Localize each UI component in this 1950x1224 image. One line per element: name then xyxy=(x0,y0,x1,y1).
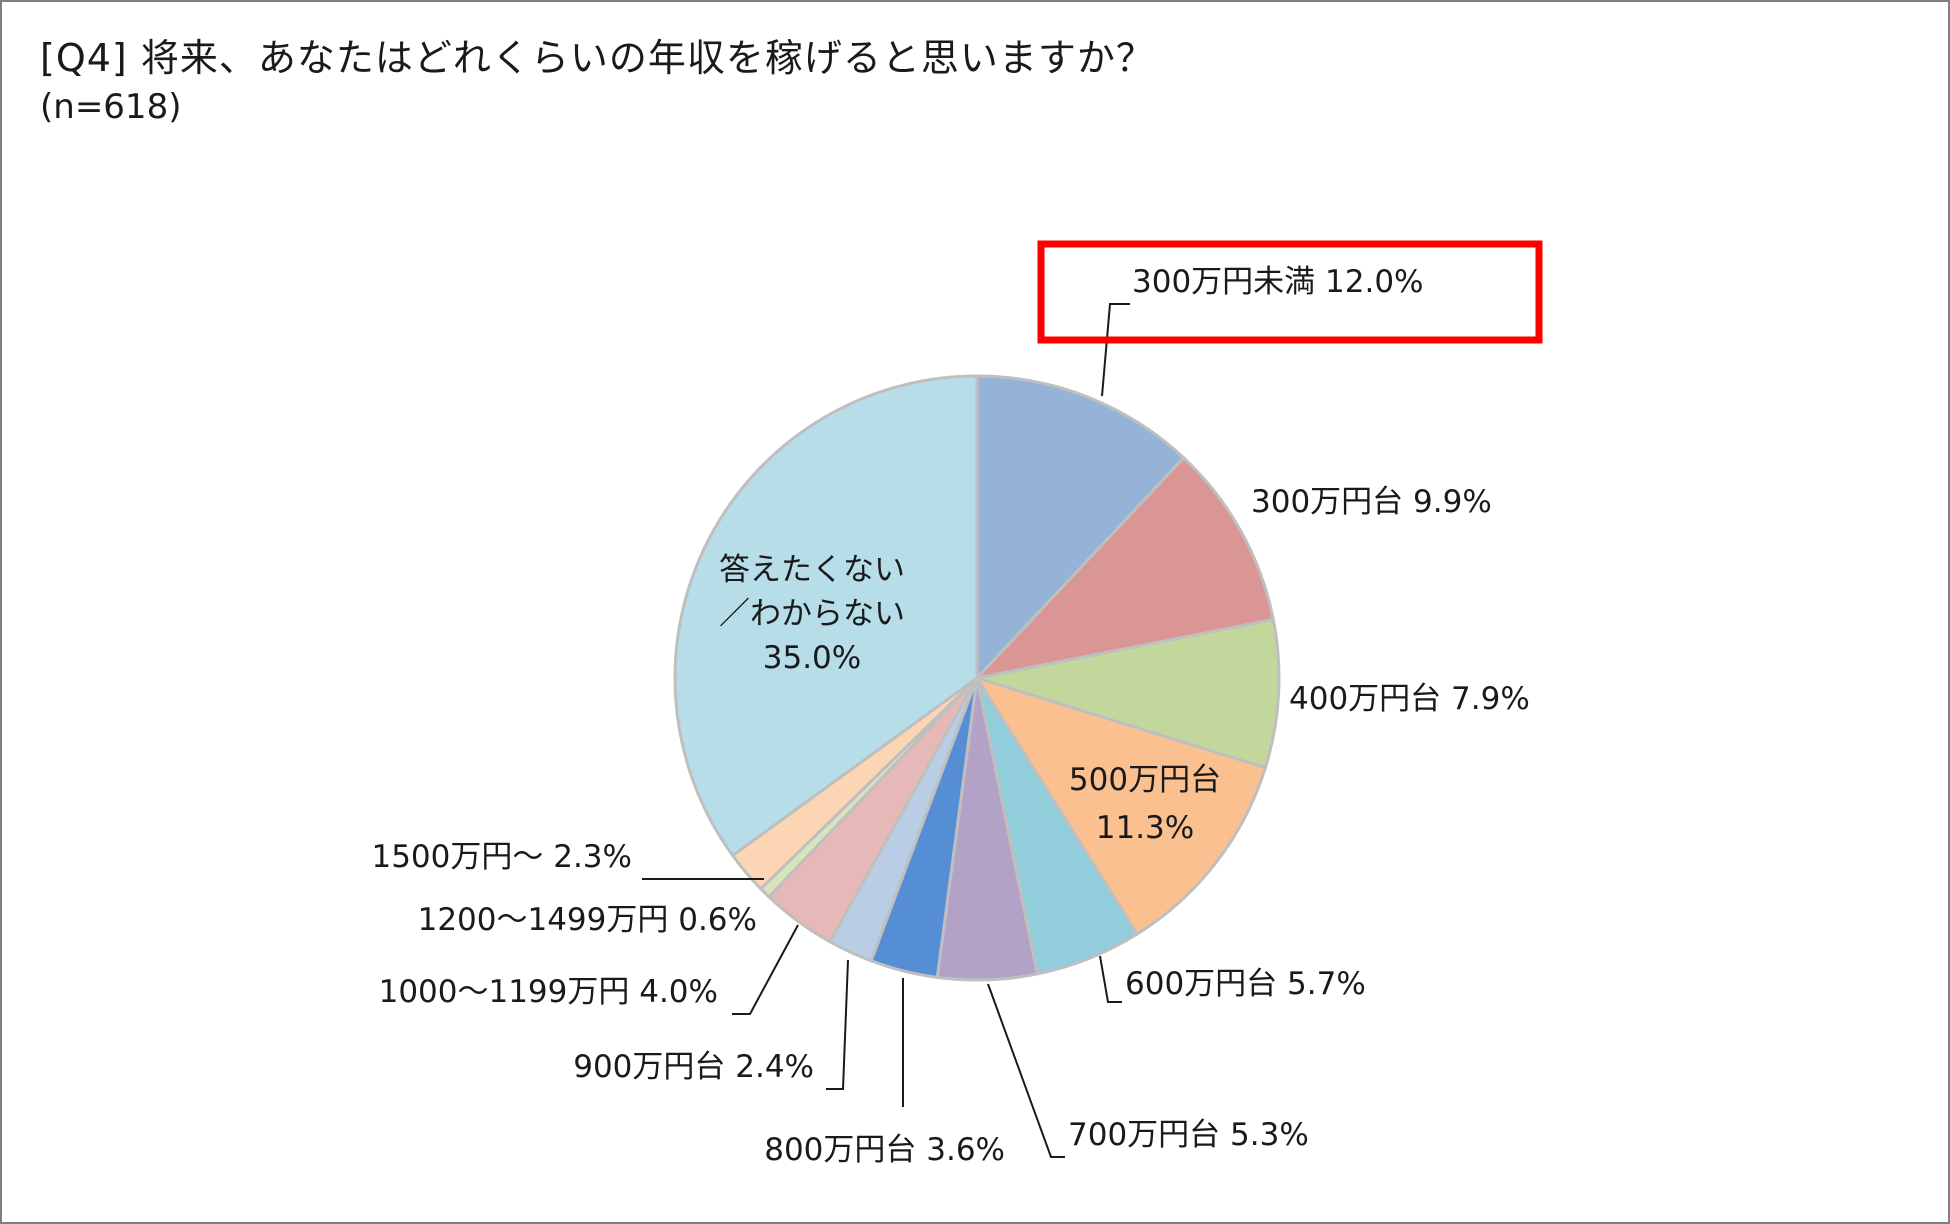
slice-label-2: 300万円台 9.9% xyxy=(1251,484,1492,520)
slice-label-1: 300万円未満 12.0% xyxy=(1132,264,1424,300)
slice-label-5: 600万円台 5.7% xyxy=(1125,966,1366,1002)
leader-line-5 xyxy=(1099,955,1122,1003)
chart-title: [Q4] 将来、あなたはどれくらいの年収を稼げると思いますか？ xyxy=(40,36,1155,80)
highlight-box xyxy=(1037,240,1543,344)
slice-label-8: 900万円台 2.4% xyxy=(573,1049,814,1085)
slice-label-7: 800万円台 3.6% xyxy=(764,1132,1005,1168)
slice-label-3: 400万円台 7.9% xyxy=(1289,681,1530,717)
slice-label-11: 1500万円～ 2.3% xyxy=(371,839,632,875)
slice-label-9: 1000～1199万円 4.0% xyxy=(379,974,718,1010)
leader-line-6 xyxy=(987,983,1065,1158)
sample-size-label: (n=618) xyxy=(40,87,182,127)
leader-lines xyxy=(642,303,1130,1158)
slice-label-6: 700万円台 5.3% xyxy=(1068,1117,1309,1153)
leader-line-1 xyxy=(1101,303,1130,397)
leader-line-9 xyxy=(732,924,799,1015)
slice-label-4: 500万円台 11.3% xyxy=(1069,762,1221,846)
leader-line-8 xyxy=(826,959,849,1090)
pie-slice-1 xyxy=(975,374,1186,680)
slice-labels: 300万円未満 12.0% 300万円台 9.9% 400万円台 7.9% 500万円… xyxy=(371,264,1529,1168)
pie-slice-4 xyxy=(975,676,1267,936)
pie-slice-2 xyxy=(975,456,1275,680)
pie-slice-12 xyxy=(673,374,979,858)
slice-label-10: 1200～1499万円 0.6% xyxy=(418,902,757,938)
pie-slice-3 xyxy=(975,618,1281,770)
pie-slices xyxy=(673,374,1281,982)
slice-label-12: 答えたくない／わからない 35.0% xyxy=(719,552,905,676)
